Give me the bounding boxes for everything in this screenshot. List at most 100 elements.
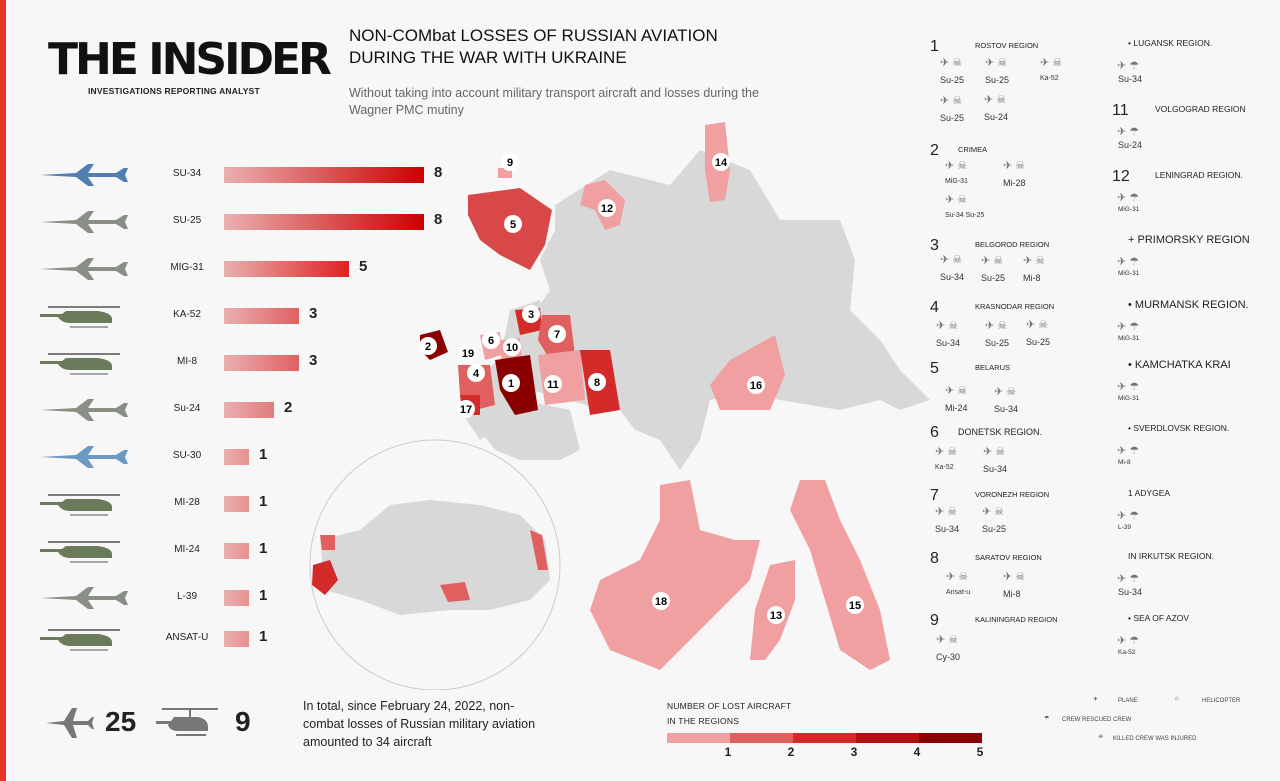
legend-level: 2 [787, 745, 795, 759]
region-name: IN IRKUTSK REGION. [1128, 551, 1214, 561]
aircraft-label: MiG-31 [945, 178, 968, 185]
legend-plane-label: PLANE [1118, 698, 1138, 704]
aircraft-label: Ka-52 [935, 464, 954, 471]
plane-icon: ✈ ☠ [1026, 319, 1049, 331]
plane-icon: ✈ ☠ [940, 95, 963, 107]
legend-swatch [793, 733, 856, 743]
inset-highlight-south [440, 582, 470, 602]
inset-circle [309, 439, 561, 690]
bar [224, 496, 249, 512]
aircraft-label: Mi-8 [1003, 589, 1021, 599]
map-label-10: 10 [506, 342, 518, 354]
region-badge: 7 [930, 487, 939, 504]
plane-icon: ✈ ☂ [1117, 381, 1140, 393]
region-name: • SEA OF AZOV [1128, 613, 1190, 623]
plane-icon: ✈ ☠ [981, 255, 1004, 267]
region-name: KRASNODAR REGION [975, 302, 1055, 311]
legend-level: 3 [850, 745, 858, 759]
plane-icon: ✈ ☠ [1003, 160, 1026, 172]
total-helicopters: 9 [235, 706, 251, 737]
plane-icon: ✈ ☠ [936, 634, 959, 646]
legend-crew-rescued-label: CREW RESCUED CREW [1062, 717, 1132, 723]
plane-icon: ✈ ☠ [983, 446, 1006, 458]
region-16-sverdlovsk [710, 335, 785, 410]
helicopter-icon [40, 541, 120, 563]
map-label-11: 11 [547, 379, 559, 391]
bar [224, 355, 299, 371]
aircraft-label: Su-25 [985, 75, 1010, 85]
aircraft-label: Su-34 Su-25 [945, 212, 985, 219]
plane-icon: ✈ ☂ [1117, 573, 1140, 585]
helicopter-icon [40, 353, 120, 375]
bar-row: SU-30 1 [30, 440, 450, 474]
region-name: • SVERDLOVSK REGION. [1128, 423, 1230, 433]
bar-value: 1 [259, 540, 268, 557]
plane-icon: ✈ ☂ [1117, 256, 1140, 268]
bar-row: MI-8 3 [30, 346, 450, 380]
skull-icon: ☠ [1098, 734, 1104, 740]
aircraft-label: Mi-28 [1003, 178, 1026, 188]
aircraft-label: Ka-52 [1118, 649, 1136, 656]
plane-icon: ✈ ☠ [940, 57, 963, 69]
page-subtitle: Without taking into account military tra… [349, 86, 759, 117]
plane-icon: ✈ ☠ [935, 446, 958, 458]
region-name: VORONEZH REGION [975, 490, 1050, 499]
plane-icon: ✈ ☠ [936, 320, 959, 332]
plane-icon: ✈ ☠ [1040, 57, 1063, 69]
region-name: BELARUS [975, 363, 1011, 372]
region-badge: 2 [930, 142, 939, 159]
aircraft-label: MiG-31 [1118, 206, 1140, 213]
helicopter-icon: ⌂ [1175, 696, 1179, 702]
plane-icon [40, 446, 128, 468]
bar-row: L-39 1 [30, 581, 450, 615]
region-name: KALININGRAD REGION [975, 615, 1058, 624]
aircraft-label: Su-24 [1118, 140, 1143, 150]
bar [224, 631, 249, 647]
region-badge: 3 [930, 237, 939, 254]
bar-label: SU-34 [172, 168, 202, 179]
region-name: 1 ADYGEA [1128, 488, 1171, 498]
legend-swatch [667, 733, 730, 743]
map-label-2: 2 [425, 341, 431, 353]
bar-value: 3 [309, 352, 318, 369]
map-label-16: 16 [750, 380, 762, 392]
bar-label: ANSAT-U [165, 632, 209, 643]
region-badge: 12 [1112, 168, 1130, 185]
total-planes: 25 [105, 706, 137, 737]
bar-row: MIG-31 5 [30, 252, 450, 286]
bar-value: 8 [434, 164, 443, 181]
bar-value: 3 [309, 305, 318, 322]
bar [224, 261, 349, 277]
map-marker-5 [504, 215, 522, 233]
summary-note: In total, since February 24, 2022, non-c… [303, 699, 536, 749]
region-badge: 6 [930, 424, 939, 441]
plane-icon: ✈ ☠ [946, 571, 969, 583]
map-label-5: 5 [510, 219, 516, 231]
region-badge: 4 [930, 299, 939, 316]
region-name: + PRIMORSKY REGION [1128, 234, 1250, 246]
region-badge: 9 [930, 612, 939, 629]
plane-icon: ✈ ☂ [1117, 192, 1140, 204]
region-18-irkutsk [590, 480, 760, 670]
region-name: LENINGRAD REGION. [1155, 170, 1243, 180]
bar-label: SU-30 [172, 450, 202, 461]
aircraft-label: Su-25 [982, 524, 1007, 534]
map-marker-1 [502, 374, 520, 392]
map-label-18: 18 [655, 596, 667, 608]
aircraft-label: Ansat-u [946, 589, 971, 596]
region-name: BELGOROD REGION [975, 240, 1050, 249]
bar-row: KA-52 3 [30, 299, 450, 333]
aircraft-label: Su-34 [1118, 587, 1143, 597]
bar [224, 449, 249, 465]
bar-value: 2 [284, 399, 293, 416]
legend-swatch [730, 733, 793, 743]
map-label-3: 3 [528, 309, 534, 321]
helicopter-icon [40, 494, 120, 516]
bar-row: SU-25 8 [30, 205, 450, 239]
region-name: SARATOV REGION [975, 553, 1042, 562]
map-russia-body [520, 150, 930, 470]
map-label-7: 7 [554, 329, 560, 341]
tagline: INVESTIGATIONS REPORTING ANALYST [88, 86, 260, 96]
map-marker-19 [459, 344, 477, 362]
